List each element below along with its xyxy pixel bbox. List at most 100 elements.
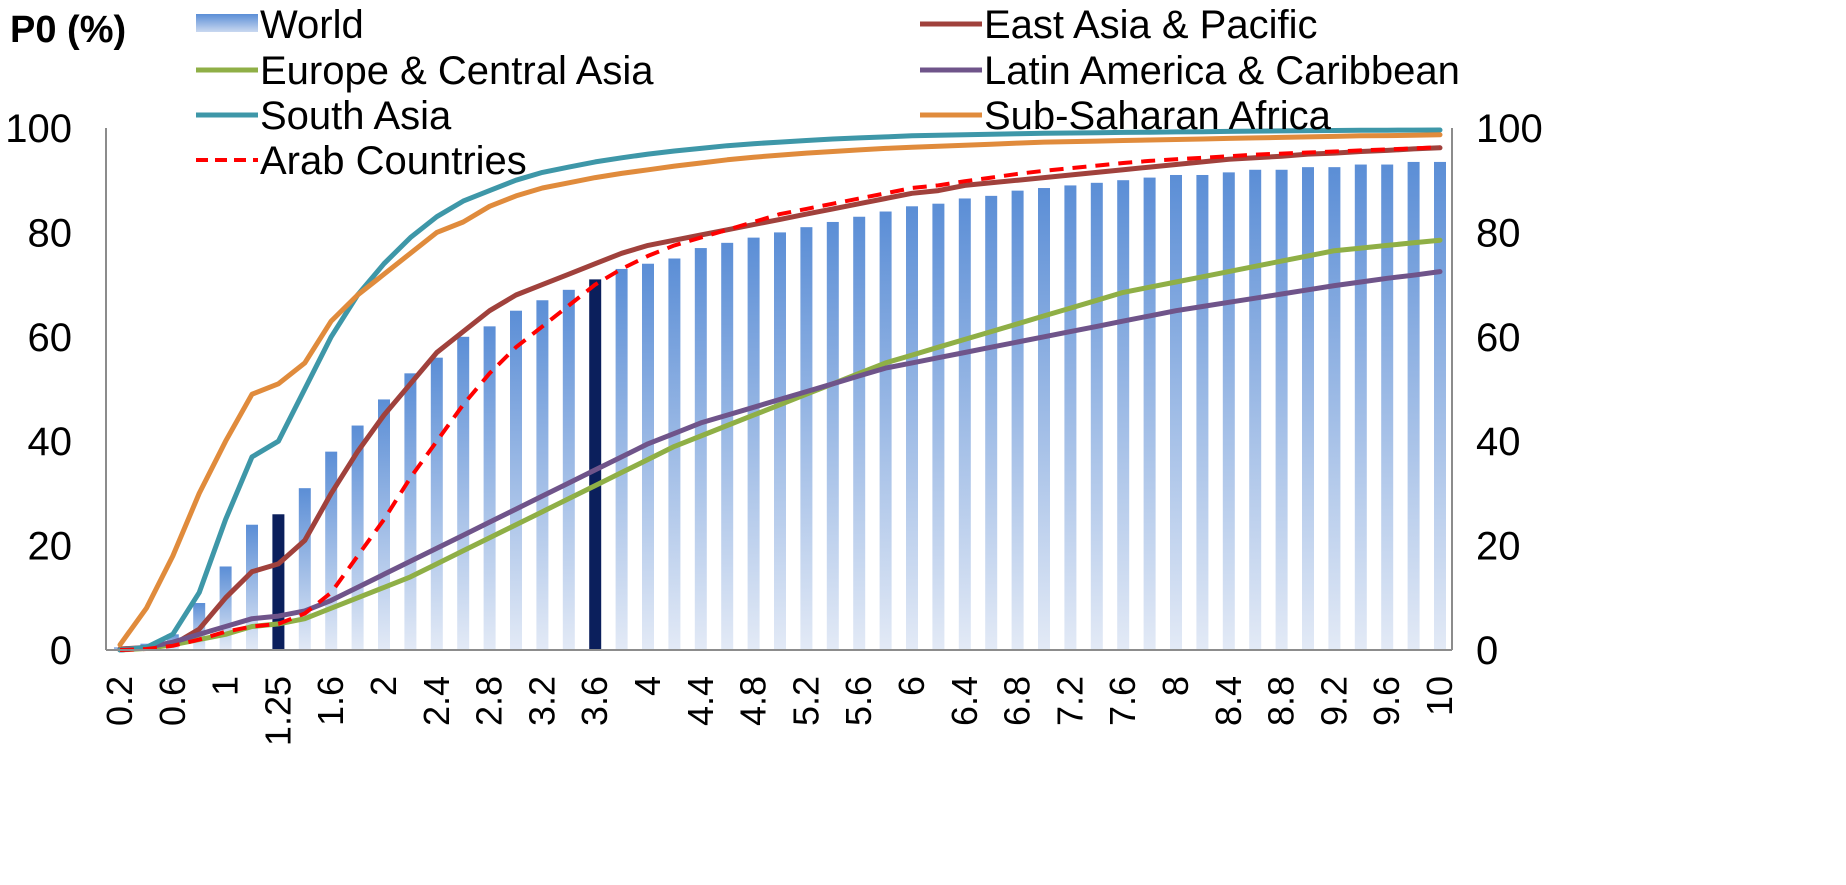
x-tick-10: 10 (1419, 676, 1460, 716)
bar-world-5_4 (826, 221, 839, 650)
legend-item-south-asia: South Asia (196, 94, 452, 138)
bar-world-8_2 (1196, 174, 1209, 651)
y-tick-right-80: 80 (1476, 211, 1521, 255)
bar-world-8_6 (1249, 169, 1262, 650)
x-axis: 0.2 0.6 1 1.25 1.6 2 2.4 2.8 3.2 3.6 4 4.4 4.8 5.2 5.6… (99, 676, 1460, 746)
line-series-group (117, 127, 1443, 653)
legend-label-world: World (260, 3, 364, 47)
x-tick-3_2: 3.2 (521, 676, 562, 726)
y-tick-right-20: 20 (1476, 525, 1521, 569)
legend-item-sub-saharan-africa: Sub-Saharan Africa (920, 94, 1332, 138)
bar-world-8_8 (1275, 169, 1288, 650)
x-tick-8_4: 8.4 (1208, 676, 1249, 726)
x-tick-6: 6 (891, 676, 932, 696)
legend-swatch-world (196, 14, 258, 32)
legend-label-arab-countries: Arab Countries (260, 139, 527, 183)
bar-world-2_4 (430, 357, 443, 650)
x-tick-0_2: 0.2 (99, 676, 140, 726)
x-tick-4_4: 4.4 (680, 676, 721, 726)
bar-world-2_6 (457, 336, 470, 650)
line-latin-america-and-caribbean (117, 269, 1443, 653)
y-tick-left-0: 0 (50, 629, 72, 673)
bar-world-3_2 (536, 300, 549, 650)
line-south-asia (117, 127, 1443, 653)
bar-world-6_8 (1011, 190, 1024, 650)
line-arab-countries (119, 145, 1441, 652)
x-tick-1: 1 (205, 676, 246, 696)
legend-item-latin-america-and-caribbean: Latin America & Caribbean (920, 49, 1460, 93)
bar-world-7_8 (1143, 177, 1156, 650)
legend-label-europe-and-central-asia: Europe & Central Asia (260, 49, 654, 93)
x-tick-7_6: 7.6 (1102, 676, 1143, 726)
bar-world-3_4 (562, 289, 575, 650)
y-tick-right-0: 0 (1476, 629, 1498, 673)
bar-world-7_2 (1064, 185, 1077, 651)
bar-world-7_6 (1117, 180, 1130, 650)
y-tick-left-20: 20 (28, 525, 73, 569)
y-tick-right-60: 60 (1476, 316, 1521, 360)
bar-world-9_8 (1407, 161, 1420, 650)
bar-world-6 (906, 206, 918, 651)
x-tick-1_6: 1.6 (310, 676, 351, 726)
bar-world-9_4 (1354, 164, 1367, 651)
x-tick-2_8: 2.8 (469, 676, 510, 726)
bar-world-1_2 (246, 524, 258, 650)
y-axis-title: P0 (%) (10, 9, 126, 51)
y-tick-left-40: 40 (28, 420, 73, 464)
bar-world-6_2 (932, 203, 945, 650)
bar-world-2_8 (483, 326, 496, 650)
legend: World East Asia & Pacific Europe & Central… (196, 3, 1460, 183)
bar-world-4_2 (668, 258, 681, 650)
y-tick-right-40: 40 (1476, 420, 1521, 464)
bar-world-4_6 (721, 242, 734, 650)
line-east-asia-and-pacific (117, 145, 1443, 652)
bar-world-6_4 (958, 198, 971, 650)
bar-world-4_4 (694, 248, 707, 650)
line-europe-and-central-asia (117, 237, 1443, 653)
bar-world-9 (1302, 167, 1314, 650)
x-tick-8: 8 (1155, 676, 1196, 696)
legend-label-east-asia-and-pacific: East Asia & Pacific (984, 3, 1317, 47)
legend-label-latin-america-and-caribbean: Latin America & Caribbean (984, 49, 1460, 93)
x-tick-3_6: 3.6 (574, 676, 615, 726)
bar-world-9_2 (1328, 167, 1341, 650)
bar-world-5_2 (800, 227, 813, 650)
bar-world-5_6 (853, 216, 866, 651)
bar-world-3 (510, 310, 522, 650)
y-tick-left-80: 80 (28, 211, 73, 255)
bar-world-1_4 (298, 488, 311, 650)
x-tick-0_6: 0.6 (152, 676, 193, 726)
bar-world-7_4 (1090, 182, 1103, 650)
bar-world-3_6 (589, 279, 602, 650)
y-axis-right: 0 20 40 60 80 100 (1476, 107, 1543, 673)
legend-item-europe-and-central-asia: Europe & Central Asia (196, 49, 654, 93)
legend-item-east-asia-and-pacific: East Asia & Pacific (920, 3, 1317, 47)
y-tick-left-60: 60 (28, 316, 73, 360)
x-tick-2_4: 2.4 (416, 676, 457, 726)
legend-item-world: World (196, 3, 364, 47)
x-tick-9_2: 9.2 (1313, 676, 1354, 726)
line-sub-saharan-africa (117, 132, 1443, 648)
bar-world-6_6 (985, 195, 998, 651)
x-tick-5_6: 5.6 (838, 676, 879, 726)
bar-world-5 (774, 232, 786, 650)
x-tick-7_2: 7.2 (1049, 676, 1090, 726)
x-tick-4_8: 4.8 (733, 676, 774, 726)
bar-world-1_8 (351, 425, 364, 650)
x-tick-5_2: 5.2 (785, 676, 826, 726)
y-tick-right-100: 100 (1476, 107, 1543, 151)
bar-world-8_4 (1222, 172, 1235, 650)
bar-world-10 (1434, 161, 1446, 650)
legend-label-south-asia: South Asia (260, 94, 452, 138)
x-tick-9_6: 9.6 (1366, 676, 1407, 726)
bar-world-8 (1170, 174, 1182, 651)
bar-world-2_2 (404, 373, 417, 650)
axes (105, 128, 1453, 651)
x-tick-8_8: 8.8 (1261, 676, 1302, 726)
x-tick-6_8: 6.8 (997, 676, 1038, 726)
bar-world-1_6 (325, 451, 338, 650)
bar-world-1_25 (272, 514, 285, 650)
bar-world-7 (1038, 188, 1050, 650)
bar-world-9_6 (1381, 164, 1394, 651)
